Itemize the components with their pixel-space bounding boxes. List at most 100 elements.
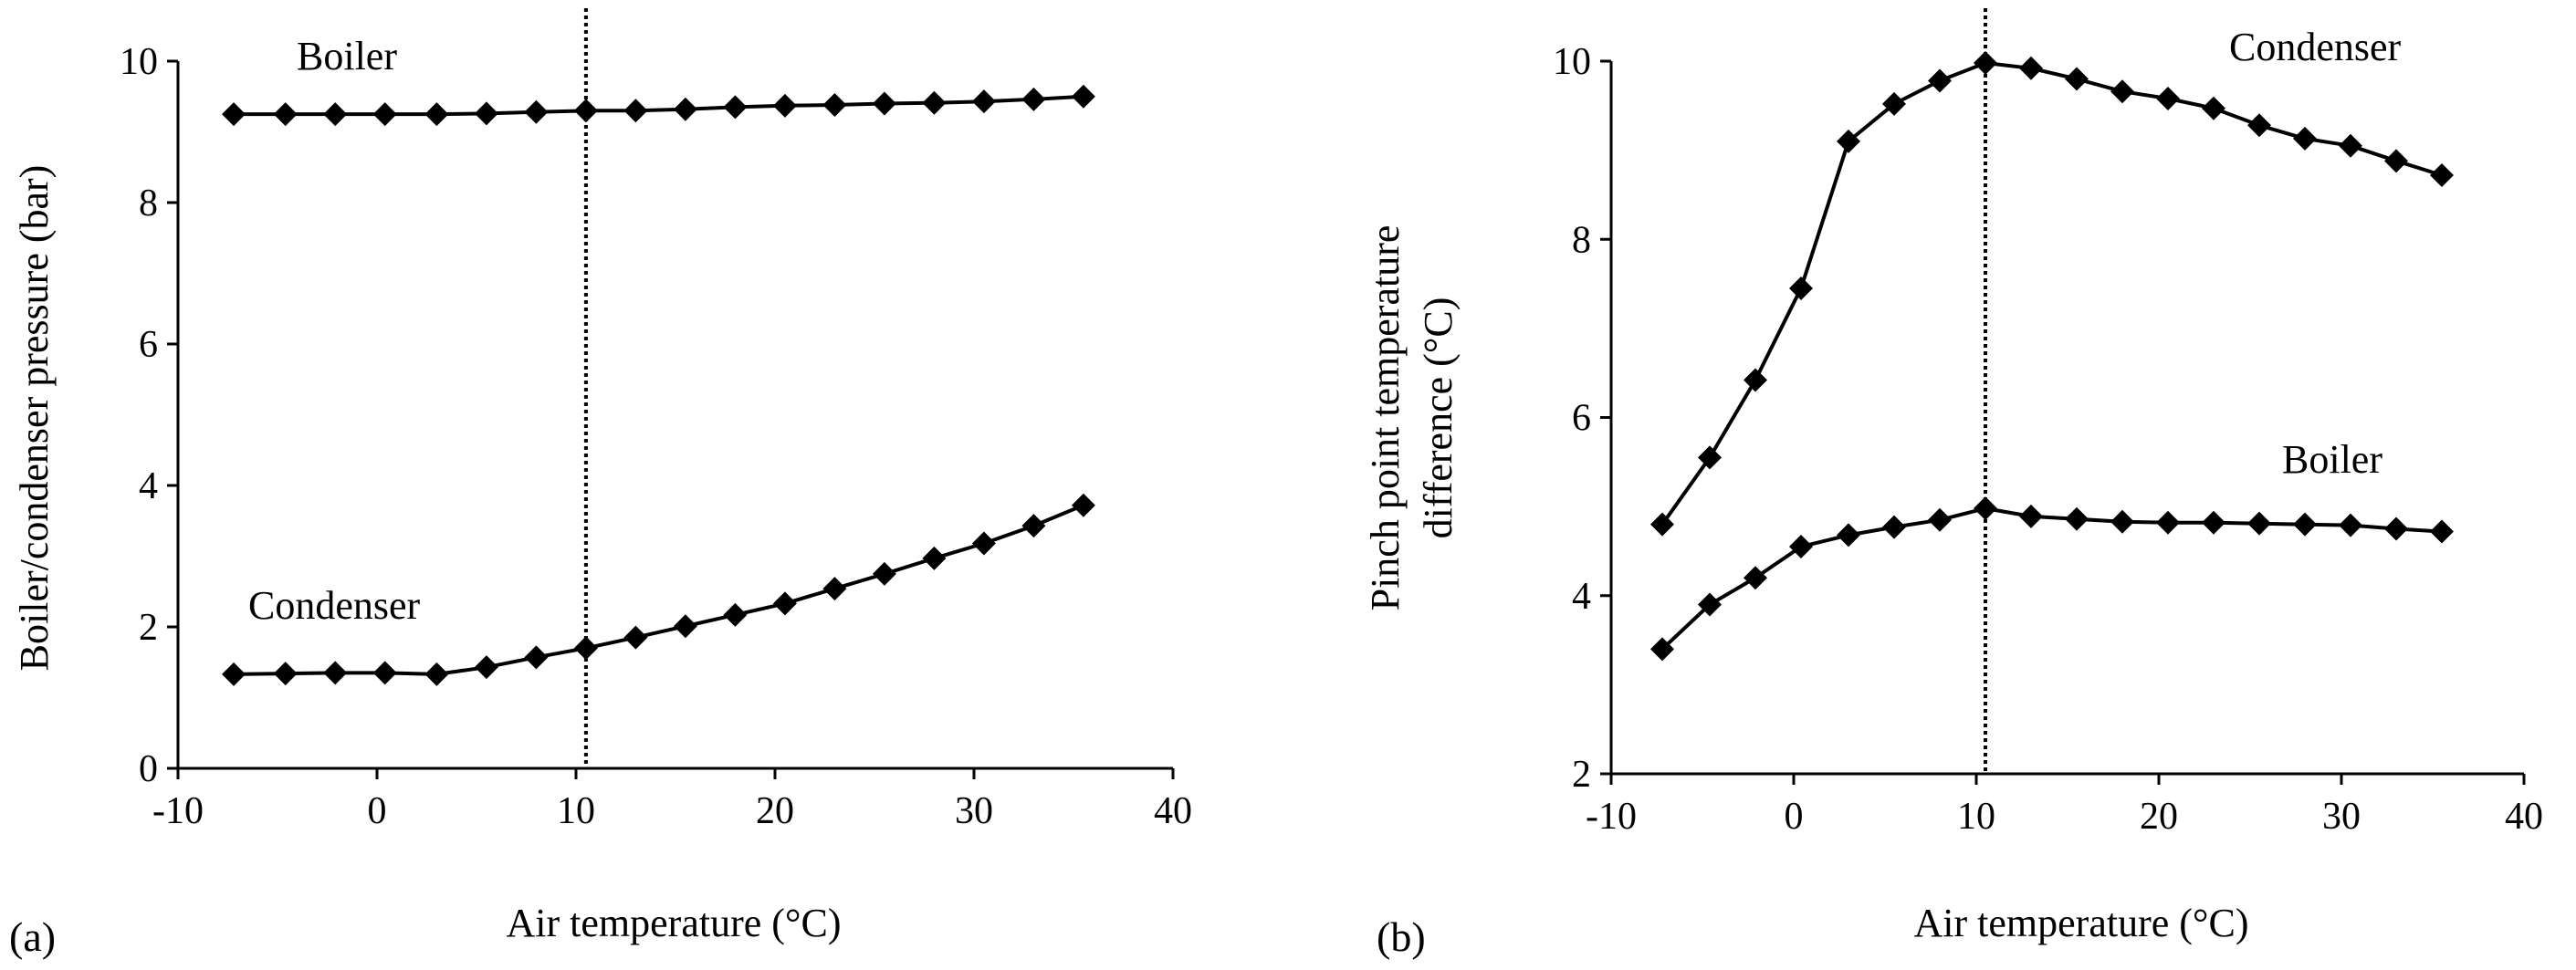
chart-panel-b: -10 0 10 20 30 40 2 4 6 8 10 Condenser Boiler Pinc…	[1363, 8, 2543, 960]
data-point-boiler-a	[1071, 84, 1095, 109]
data-point-condenser-b	[1882, 91, 1906, 116]
x-tick-label: 10	[1957, 796, 1995, 838]
data-point-boiler-b	[2065, 506, 2089, 531]
data-point-boiler-b	[1789, 535, 1813, 559]
data-point-condenser-a	[573, 636, 598, 661]
data-point-condenser-a	[772, 591, 797, 616]
data-point-boiler-a	[372, 102, 397, 127]
y-tick-label: 10	[120, 41, 158, 83]
data-point-boiler-b	[2156, 510, 2180, 535]
x-tick-label: 10	[557, 790, 595, 832]
data-point-boiler-a	[474, 101, 498, 126]
y-tick-label: 0	[139, 748, 158, 790]
data-point-boiler-a	[822, 93, 847, 118]
data-point-condenser-a	[971, 531, 996, 556]
data-point-condenser-b	[2430, 162, 2454, 187]
data-point-boiler-a	[1021, 87, 1046, 111]
data-point-condenser-a	[673, 614, 697, 639]
data-point-boiler-b	[2110, 509, 2134, 534]
data-point-boiler-b	[2247, 511, 2271, 536]
y-tick-label: 8	[139, 183, 158, 224]
y-tick-label: 6	[139, 324, 158, 366]
data-point-condenser-a	[474, 655, 498, 680]
series-label-boiler-a: Boiler	[297, 34, 397, 78]
series-label-condenser-b: Condenser	[2229, 25, 2402, 69]
y-axis-title-a: Boiler/condenser pressure (bar)	[12, 165, 57, 672]
data-point-boiler-b	[2384, 516, 2408, 541]
data-point-boiler-b	[1974, 496, 1997, 521]
data-point-boiler-a	[922, 90, 947, 115]
data-point-boiler-b	[2339, 513, 2362, 537]
y-tick-label: 6	[1572, 398, 1591, 440]
data-point-condenser-a	[1021, 514, 1046, 538]
series-line-boiler-b	[1660, 506, 2443, 651]
data-point-condenser-b	[2019, 56, 2043, 80]
panel-label-b: (b)	[1377, 913, 1426, 960]
data-point-boiler-b	[2019, 504, 2043, 528]
data-point-condenser-a	[1071, 493, 1095, 517]
data-point-condenser-b	[2065, 67, 2089, 91]
data-point-condenser-b	[1837, 129, 1860, 153]
data-point-boiler-a	[524, 99, 549, 124]
data-point-condenser-a	[723, 602, 748, 627]
y-tick-label: 4	[1572, 576, 1591, 618]
x-tick-label: -10	[152, 790, 204, 832]
x-axis-title-a: Air temperature (°C)	[507, 901, 842, 945]
y-tick-label: 2	[139, 607, 158, 649]
y-tick-label: 8	[1572, 219, 1591, 261]
series-label-condenser-a: Condenser	[248, 583, 421, 628]
data-point-condenser-b	[1789, 276, 1813, 300]
data-point-condenser-b	[2156, 87, 2180, 111]
data-point-condenser-b	[2110, 79, 2134, 104]
data-point-boiler-a	[273, 102, 298, 127]
x-axis-title-b: Air temperature (°C)	[1914, 901, 2249, 945]
x-tick-label: -10	[1586, 796, 1637, 838]
x-tick-label: 0	[1785, 796, 1804, 838]
data-point-condenser-a	[872, 561, 896, 586]
data-point-condenser-a	[372, 661, 397, 685]
data-point-boiler-b	[1698, 592, 1722, 617]
data-point-condenser-b	[2202, 96, 2225, 120]
data-point-boiler-a	[323, 102, 348, 127]
data-point-condenser-b	[2339, 133, 2362, 158]
data-point-boiler-a	[971, 89, 996, 114]
x-tick-label: 40	[1154, 790, 1192, 832]
x-tick-label: 30	[955, 790, 993, 832]
data-point-condenser-b	[2384, 149, 2408, 173]
data-point-boiler-a	[424, 102, 449, 127]
data-point-condenser-b	[1650, 512, 1674, 537]
data-point-boiler-b	[1928, 507, 1952, 532]
series-group-b	[1650, 50, 2454, 662]
data-point-boiler-b	[1650, 637, 1674, 662]
data-point-condenser-b	[1974, 50, 1997, 75]
ticks-b: -10 0 10 20 30 40 2 4 6 8 10	[1553, 41, 2543, 838]
data-point-condenser-a	[222, 662, 246, 686]
y-tick-label: 10	[1553, 41, 1591, 83]
data-point-condenser-b	[1744, 368, 1767, 392]
data-point-condenser-a	[323, 661, 348, 685]
x-tick-label: 20	[756, 790, 794, 832]
data-point-condenser-a	[273, 662, 298, 686]
data-point-condenser-b	[2293, 126, 2317, 151]
x-tick-label: 30	[2322, 796, 2361, 838]
data-point-boiler-b	[1837, 523, 1860, 548]
data-point-boiler-a	[222, 102, 246, 127]
data-point-boiler-a	[772, 93, 797, 118]
y-tick-label: 4	[139, 465, 158, 507]
series-label-boiler-b: Boiler	[2282, 437, 2382, 482]
series-group-a	[222, 84, 1095, 686]
data-point-boiler-a	[872, 91, 896, 116]
data-point-boiler-a	[723, 95, 748, 120]
data-point-boiler-b	[2293, 512, 2317, 537]
data-point-boiler-b	[2202, 510, 2225, 535]
data-point-condenser-a	[524, 645, 549, 670]
x-tick-label: 0	[368, 790, 387, 832]
data-point-condenser-b	[1928, 68, 1952, 93]
y-tick-label: 2	[1572, 754, 1591, 796]
x-tick-label: 40	[2505, 796, 2543, 838]
y-axis-title-b-line2: difference (°C)	[1416, 297, 1461, 539]
data-point-condenser-a	[424, 662, 449, 686]
data-point-boiler-a	[673, 97, 697, 121]
